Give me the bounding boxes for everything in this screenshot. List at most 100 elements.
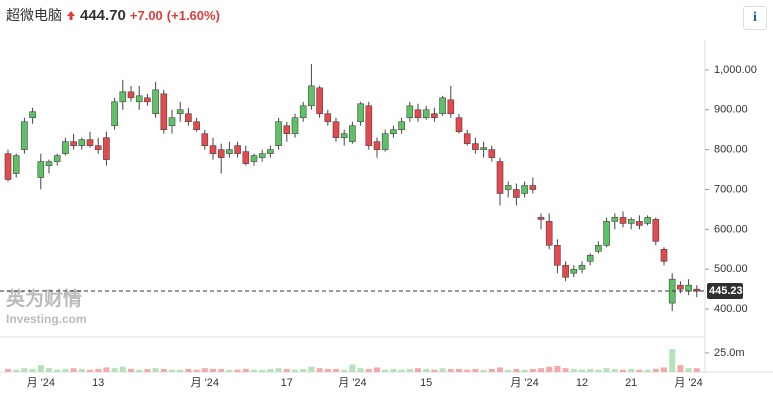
- x-tick-label: 月 '24: [338, 377, 366, 389]
- candle-body: [103, 137, 110, 160]
- volume-bar: [13, 369, 20, 372]
- candle-body: [308, 85, 315, 107]
- candle-body: [349, 125, 356, 142]
- candle-body: [234, 145, 241, 154]
- volume-bar: [136, 369, 143, 372]
- volume-bar: [5, 368, 11, 372]
- volume-bar: [259, 369, 266, 372]
- volume-bar: [529, 368, 536, 372]
- volume-bar: [628, 368, 635, 372]
- candle-body: [135, 95, 143, 103]
- candle-body: [45, 161, 53, 166]
- info-button[interactable]: i: [743, 6, 767, 30]
- volume-bar: [128, 368, 134, 372]
- candle-body: [521, 185, 528, 194]
- volume-bar: [661, 367, 667, 372]
- volume-bar: [177, 369, 184, 372]
- candle-body: [21, 121, 28, 150]
- candle-body: [373, 141, 381, 150]
- watermark: Investing.com: [6, 312, 87, 326]
- volume-bar: [78, 368, 85, 372]
- volume-bar: [390, 368, 397, 372]
- candle-body: [217, 149, 225, 158]
- y-tick-label: 600.00: [714, 223, 748, 235]
- candle-body: [570, 268, 578, 274]
- candle-body: [578, 264, 586, 270]
- candle-body: [37, 161, 45, 178]
- y-tick-label: 400.00: [714, 303, 748, 315]
- volume-bar: [636, 369, 643, 372]
- volume-bar: [693, 368, 700, 372]
- volume-bar: [415, 368, 421, 372]
- volume-tick-label: 25.0m: [714, 347, 745, 359]
- volume-bar: [349, 364, 356, 372]
- candle-body: [529, 185, 537, 190]
- candle-body: [283, 125, 291, 134]
- stock-name: 超微电脑: [6, 7, 62, 23]
- candle-body: [193, 121, 200, 130]
- volume-bar: [505, 369, 512, 372]
- volume-bar: [652, 368, 659, 372]
- candle-body: [12, 155, 20, 174]
- volume-bar: [677, 365, 684, 372]
- volume-bar: [242, 368, 249, 372]
- volume-bar: [193, 369, 200, 372]
- volume-bar: [185, 368, 192, 372]
- candle-body: [365, 105, 373, 146]
- candle-body: [660, 248, 668, 262]
- y-tick-label: 700.00: [714, 183, 748, 195]
- candle-body: [53, 155, 61, 162]
- volume-bar: [464, 369, 471, 372]
- volume-bar: [685, 368, 692, 372]
- candle-body: [168, 117, 176, 127]
- candle-body: [504, 185, 512, 190]
- volume-bar: [251, 369, 257, 372]
- volume-bar: [472, 368, 479, 372]
- candle-body: [496, 161, 504, 194]
- candle-body: [299, 105, 307, 119]
- volume-bar: [456, 368, 462, 372]
- x-tick-label: 17: [281, 377, 293, 389]
- volume-bar: [603, 368, 610, 372]
- x-tick-label: 13: [92, 377, 104, 389]
- candle-body: [209, 145, 217, 154]
- volume-bar: [382, 369, 389, 372]
- candle-body: [381, 133, 389, 150]
- candle-body: [226, 149, 233, 154]
- volume-bar: [406, 368, 413, 372]
- volume-bar: [423, 368, 430, 372]
- candle-body: [340, 133, 348, 138]
- candle-body: [488, 149, 496, 158]
- change-pct: (+1.60%): [166, 7, 220, 23]
- candle-body: [619, 217, 627, 224]
- volume-bar: [374, 367, 380, 372]
- volume-bar: [398, 369, 405, 372]
- x-tick-label: 21: [625, 377, 637, 389]
- candle-body: [152, 89, 159, 115]
- volume-bar: [513, 368, 520, 372]
- volume-bar: [275, 368, 282, 372]
- candle-body: [513, 189, 520, 198]
- volume-bar: [226, 369, 233, 372]
- candle-body: [431, 113, 438, 119]
- volume-bar: [152, 368, 159, 372]
- volume-bar: [570, 368, 577, 372]
- volume-bar: [292, 369, 298, 372]
- candle-body: [78, 139, 86, 146]
- volume-bar: [365, 368, 372, 372]
- volume-bar: [595, 369, 602, 372]
- candle-body: [291, 117, 299, 134]
- volume-bar: [431, 369, 438, 372]
- volume-bar: [267, 368, 274, 372]
- volume-bar: [562, 368, 569, 372]
- up-arrow: [67, 11, 75, 20]
- volume-bar: [611, 368, 618, 372]
- candle-body: [94, 145, 102, 150]
- volume-bar: [579, 369, 585, 372]
- y-tick-label: 500.00: [714, 263, 748, 275]
- candle-body: [554, 245, 561, 266]
- volume-bar: [620, 369, 626, 372]
- candle-body: [111, 101, 118, 127]
- volume-bar: [160, 368, 167, 372]
